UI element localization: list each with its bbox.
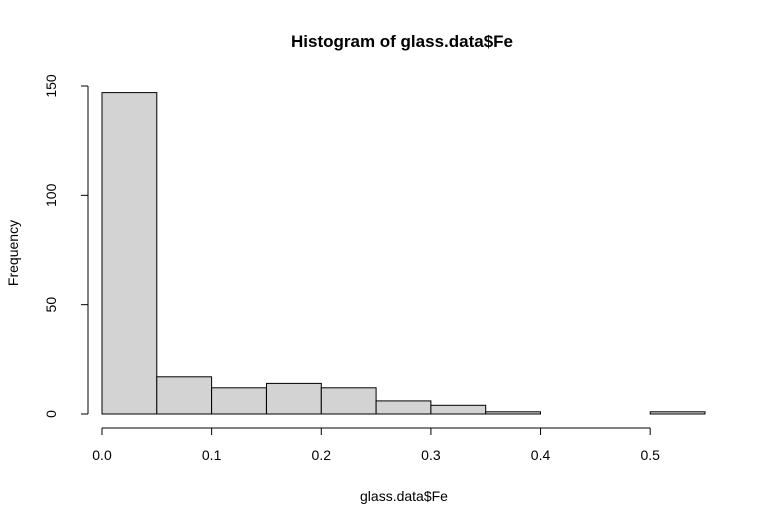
x-axis: 0.0 0.1 0.2 0.3 0.4 0.5 bbox=[92, 427, 660, 463]
y-tick-label-2: 100 bbox=[43, 183, 59, 207]
x-tick-label-0: 0.0 bbox=[92, 447, 112, 463]
histogram-bar-2 bbox=[211, 387, 267, 415]
histogram-bar-6 bbox=[430, 404, 487, 415]
x-tick-label-5: 0.5 bbox=[640, 447, 660, 463]
chart-title: Histogram of glass.data$Fe bbox=[291, 32, 513, 51]
x-tick-label-1: 0.1 bbox=[202, 447, 222, 463]
x-axis-label: glass.data$Fe bbox=[360, 488, 448, 504]
y-axis: 0 50 100 150 bbox=[43, 74, 89, 418]
x-tick-label-3: 0.3 bbox=[421, 447, 441, 463]
histogram-bar-0 bbox=[101, 92, 158, 415]
y-axis-label: Frequency bbox=[5, 220, 21, 286]
histogram-bar-3 bbox=[266, 382, 322, 415]
histogram-bar-1 bbox=[156, 376, 213, 415]
y-tick-label-3: 150 bbox=[43, 74, 59, 98]
y-tick-label-0: 0 bbox=[43, 410, 59, 418]
bars-group bbox=[101, 92, 706, 415]
x-tick-label-4: 0.4 bbox=[531, 447, 551, 463]
y-tick-label-1: 50 bbox=[43, 297, 59, 313]
histogram-bar-10 bbox=[649, 411, 706, 415]
histogram-bar-4 bbox=[320, 387, 377, 415]
histogram-bar-7 bbox=[485, 411, 542, 415]
histogram-bar-5 bbox=[375, 400, 432, 415]
x-tick-label-2: 0.2 bbox=[312, 447, 332, 463]
